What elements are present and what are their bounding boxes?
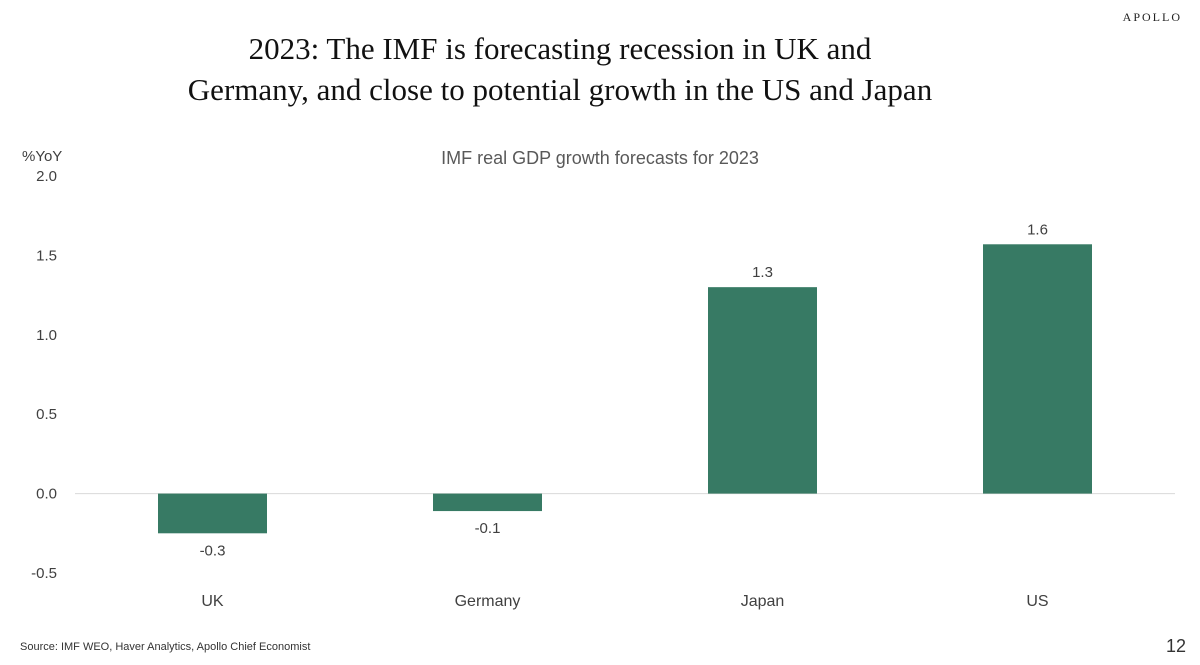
page-number: 12 (1165, 636, 1186, 656)
data-label-uk: -0.3 (200, 542, 226, 559)
bar-japan (708, 287, 817, 494)
y-tick-label: 0.5 (36, 406, 57, 423)
x-category-label: UK (201, 593, 224, 610)
bar-uk (158, 493, 267, 534)
y-axis-unit-label: %YoY (22, 148, 63, 165)
slide-title: 2023: The IMF is forecasting recession i… (0, 28, 1120, 110)
apollo-logo: APOLLO (1122, 10, 1182, 24)
y-tick-label: 0.0 (36, 486, 57, 503)
slide-title-line-2: Germany, and close to potential growth i… (187, 72, 933, 107)
data-label-germany: -0.1 (475, 520, 501, 537)
x-category-label: Japan (741, 593, 785, 610)
x-category-label: Germany (455, 593, 521, 610)
y-tick-label: 2.0 (36, 168, 57, 185)
data-label-japan: 1.3 (752, 264, 773, 281)
y-tick-label: 1.0 (36, 327, 57, 344)
bar-germany (433, 493, 542, 512)
y-tick-label: 1.5 (36, 247, 57, 264)
chart-title: IMF real GDP growth forecasts for 2023 (441, 148, 759, 168)
y-tick-label: -0.5 (31, 565, 57, 582)
bar-us (983, 244, 1092, 494)
data-label-us: 1.6 (1027, 221, 1048, 238)
slide-title-line-1: 2023: The IMF is forecasting recession i… (248, 31, 872, 66)
source-note: Source: IMF WEO, Haver Analytics, Apollo… (20, 641, 311, 653)
x-category-label: US (1026, 593, 1048, 610)
